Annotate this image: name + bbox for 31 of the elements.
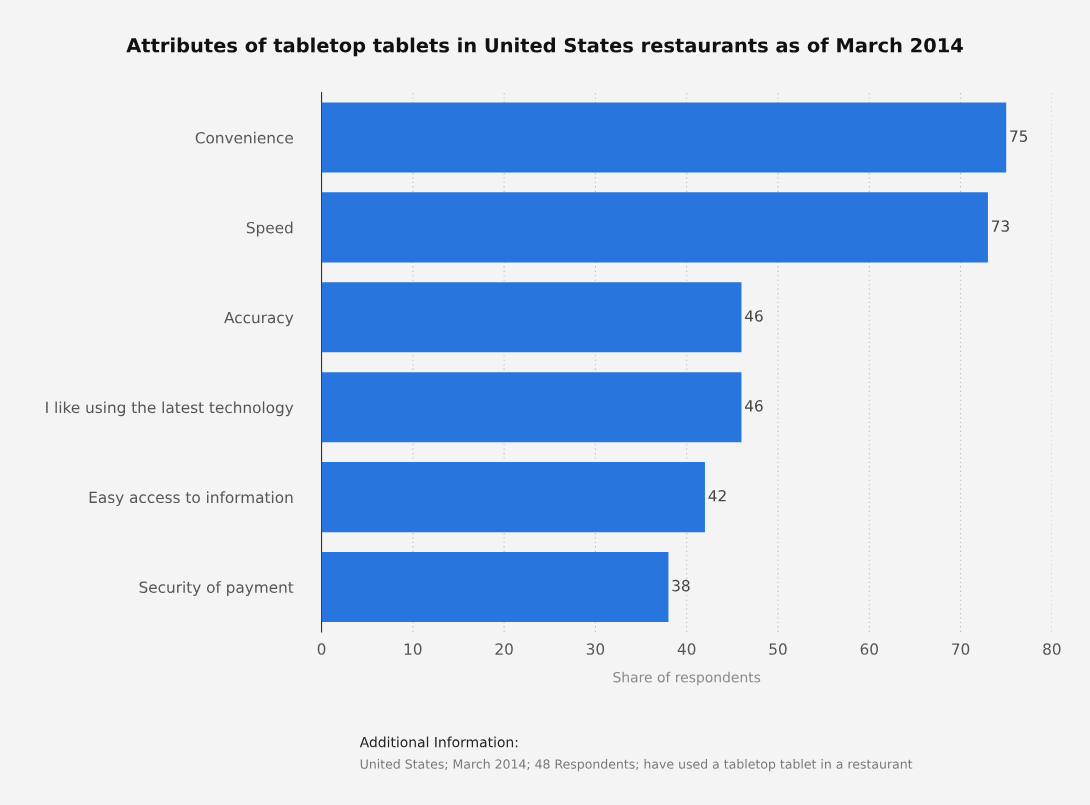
data-label: 73: [991, 220, 1009, 232]
y-tick-label: Security of payment: [139, 581, 294, 596]
text: United States; March 2014; 48 Respondents; have used a tabletop tablet in a restaurant: [360, 759, 913, 772]
y-tick-label: Convenience: [195, 131, 293, 144]
bar: [321, 462, 705, 533]
bar: [321, 551, 669, 623]
x-tick-label: 50: [769, 643, 787, 655]
y-tick-label: Accuracy: [224, 311, 294, 327]
text: Additional Information:: [359, 736, 518, 748]
data-label: 38: [672, 579, 690, 592]
bar: [321, 282, 742, 353]
x-tick-label: 10: [404, 643, 422, 655]
y-tick-label: Speed: [246, 221, 293, 237]
data-label: 46: [745, 400, 763, 412]
chart-title: Attributes of tabletop tablets in United States restaurants as of March 2014: [126, 37, 963, 57]
y-tick-label: Easy access to information: [89, 491, 293, 507]
x-tick-label: 60: [860, 643, 878, 655]
bar: [321, 372, 742, 443]
x-tick-label: 0: [317, 643, 326, 655]
data-label: 46: [745, 310, 763, 322]
x-tick-label: 20: [495, 643, 513, 655]
x-tick-label: 30: [586, 643, 605, 655]
x-axis-title: Share of respondents: [613, 671, 761, 686]
x-tick-label: 80: [1043, 643, 1061, 655]
x-tick-label: 70: [952, 643, 970, 655]
data-label: 75: [1010, 130, 1028, 142]
bar: [321, 102, 1007, 173]
y-tick-label: I like using the latest technology: [46, 401, 294, 417]
x-tick-label: 40: [677, 643, 696, 655]
data-label: 42: [708, 489, 726, 502]
bar: [321, 192, 988, 263]
